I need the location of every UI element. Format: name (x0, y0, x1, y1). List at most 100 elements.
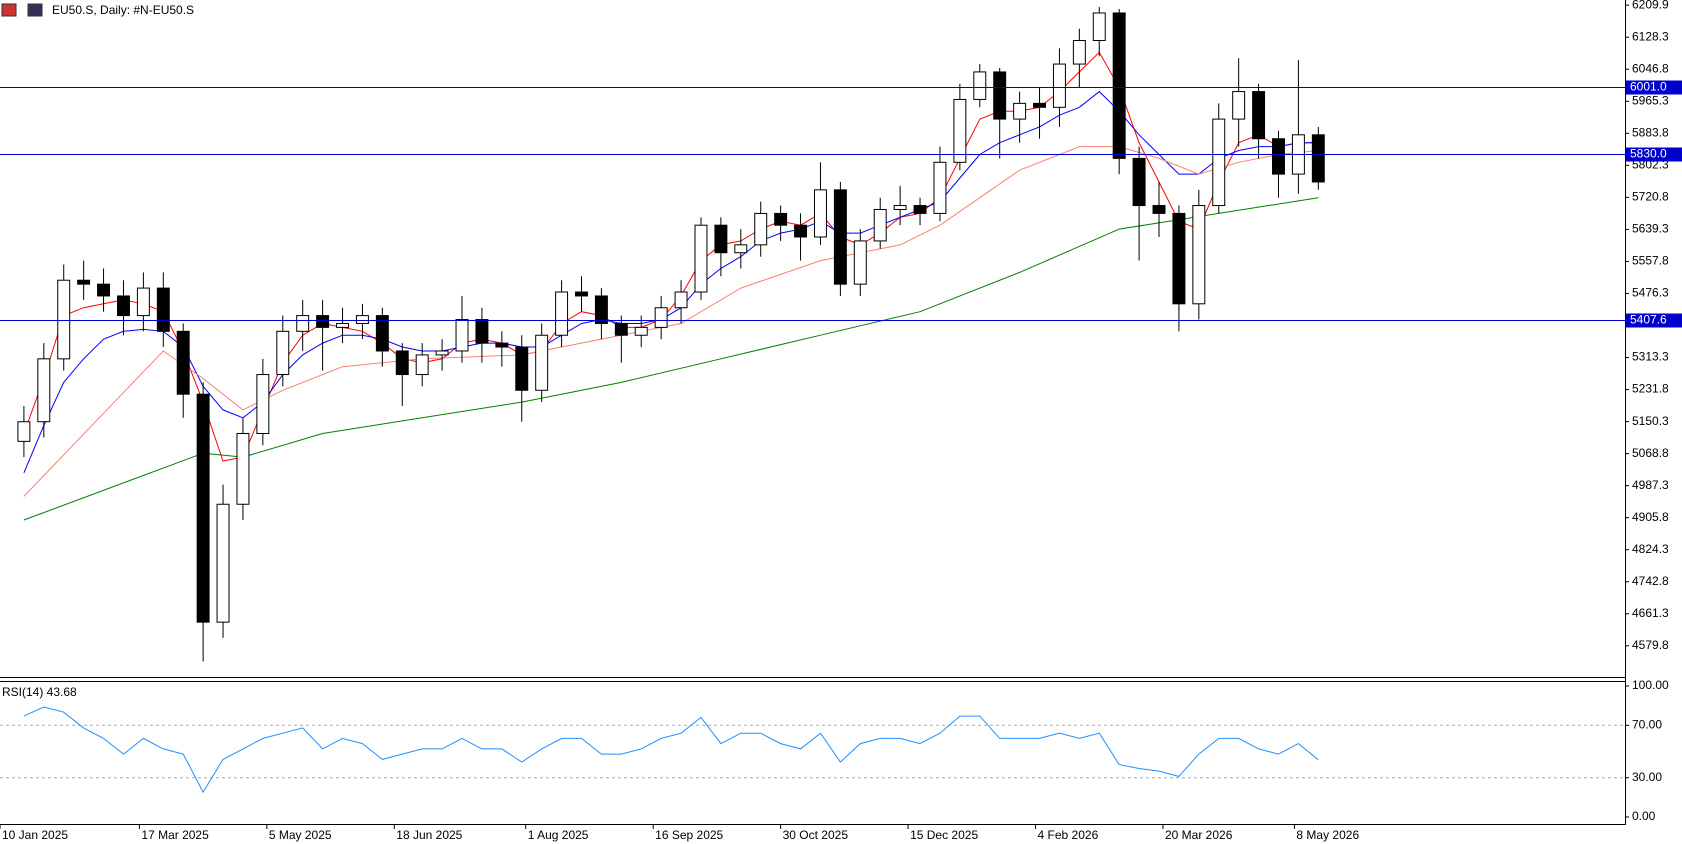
candle-body (853, 240, 867, 285)
candle-body (515, 346, 529, 391)
candle (1232, 58, 1246, 147)
candle (1072, 28, 1086, 88)
y-tick-label: 4742.8 (1632, 574, 1669, 588)
candle-body (933, 161, 947, 214)
moving-average (23, 146, 1319, 497)
candle (216, 484, 230, 638)
candle-body (296, 315, 310, 332)
candle-body (1013, 102, 1027, 120)
candle (1192, 189, 1206, 320)
candle-body (1112, 12, 1126, 159)
price-pane (17, 7, 1325, 662)
candle-body (555, 291, 569, 336)
candle (813, 162, 827, 245)
rsi-line (23, 706, 1319, 794)
candle-body (1092, 12, 1106, 41)
candle (953, 83, 967, 171)
chart-title: EU50.S, Daily: #N-EU50.S (52, 3, 194, 17)
candle-body (734, 244, 748, 254)
y-tick-label: 5476.3 (1632, 286, 1669, 300)
candle (256, 358, 270, 446)
candle (754, 201, 768, 257)
candle-body (415, 354, 429, 376)
candle (993, 67, 1007, 159)
level-label: 6001.0 (1630, 80, 1667, 94)
candle (276, 315, 290, 387)
candle (833, 181, 847, 296)
candle-body (714, 224, 728, 254)
candle (853, 229, 867, 296)
candle-body (316, 315, 330, 328)
candle (415, 343, 429, 387)
candle (515, 335, 529, 422)
candle-body (873, 208, 887, 242)
candle-body (893, 205, 907, 210)
candle (17, 405, 31, 458)
x-tick-label: 20 Mar 2026 (1165, 828, 1233, 842)
candle (893, 185, 907, 226)
y-tick-label: 30.00 (1632, 770, 1662, 784)
y-tick-label: 5313.3 (1632, 350, 1669, 364)
candle (116, 280, 130, 336)
x-tick-label: 4 Feb 2026 (1038, 828, 1099, 842)
candle (176, 323, 190, 418)
symbol-icons (1, 3, 43, 17)
candle-body (176, 330, 190, 395)
candle (495, 331, 509, 367)
candle (57, 264, 71, 371)
candle-body (913, 205, 927, 214)
y-tick-label: 100.00 (1632, 678, 1669, 692)
flag-icon (1, 3, 17, 17)
candle-body (37, 358, 51, 423)
level-label: 5830.0 (1630, 147, 1667, 161)
candle (37, 343, 51, 438)
candle-body (794, 224, 808, 238)
candle (555, 280, 569, 348)
candle-body (136, 287, 150, 317)
candle (375, 307, 389, 367)
candle-body (57, 279, 71, 360)
candle-body (575, 291, 588, 297)
x-tick-label: 5 May 2025 (269, 828, 332, 842)
x-tick-label: 15 Dec 2025 (910, 828, 978, 842)
candle-body (614, 322, 628, 336)
level-label-box (1626, 313, 1682, 328)
candle-body (435, 350, 449, 356)
candle-body (1252, 91, 1266, 140)
candle-body (256, 374, 270, 435)
candle (1272, 130, 1285, 198)
candle-body (495, 342, 509, 348)
candle-body (97, 283, 111, 297)
candle (1172, 205, 1186, 332)
candle-body (813, 189, 827, 238)
y-tick-label: 5883.8 (1632, 125, 1669, 139)
candle (594, 288, 608, 340)
candle (774, 205, 788, 241)
candle (913, 197, 927, 226)
candle-body (654, 307, 668, 328)
candle-body (355, 315, 369, 324)
candle-body (1052, 63, 1066, 108)
candle (97, 268, 111, 312)
candle-body (276, 330, 290, 376)
x-tick-label: 18 Jun 2025 (396, 828, 462, 842)
candle-body (1192, 205, 1206, 305)
candle (694, 217, 708, 300)
candle (575, 276, 588, 312)
candle (1112, 9, 1126, 175)
candle (1252, 83, 1266, 159)
candle (714, 217, 728, 277)
candle-body (1272, 138, 1285, 175)
x-tick-label: 8 May 2026 (1296, 828, 1359, 842)
x-tick-label: 30 Oct 2025 (783, 828, 849, 842)
level-label-box (1626, 80, 1682, 95)
y-tick-label: 5965.3 (1632, 93, 1669, 107)
y-tick-label: 6128.3 (1632, 29, 1669, 43)
x-tick-label: 1 Aug 2025 (528, 828, 589, 842)
x-tick-label: 17 Mar 2025 (141, 828, 209, 842)
candle (794, 213, 808, 261)
x-tick-label: 16 Sep 2025 (655, 828, 723, 842)
candle (873, 197, 887, 249)
y-tick-label: 5639.3 (1632, 222, 1669, 236)
